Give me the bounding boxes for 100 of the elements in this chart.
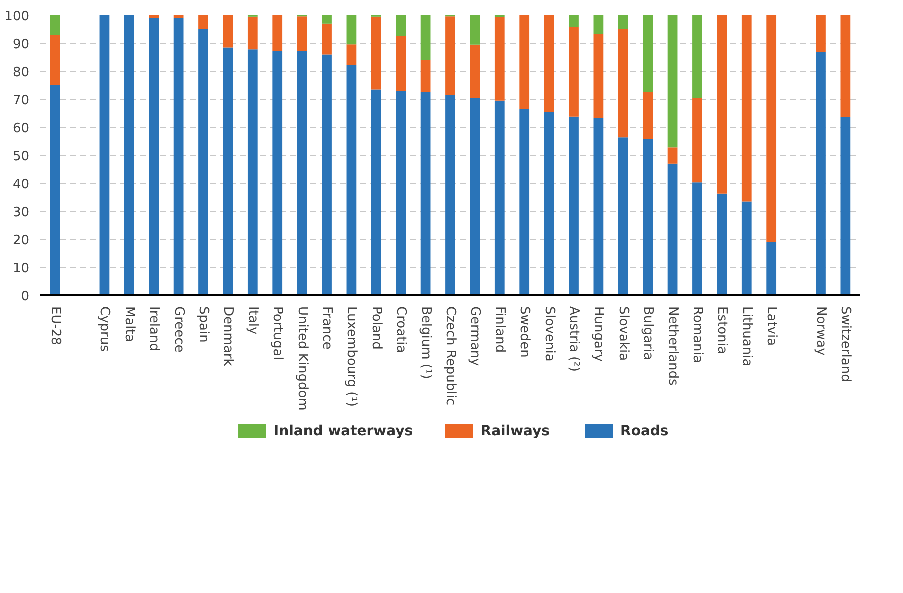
x-tick-label: EU-28 bbox=[48, 306, 63, 346]
bar bbox=[544, 16, 554, 112]
bar bbox=[371, 16, 382, 90]
bar bbox=[470, 44, 480, 98]
bar bbox=[717, 16, 728, 194]
x-tick-label: Belgium (¹) bbox=[418, 306, 434, 380]
bar bbox=[297, 51, 308, 296]
bar bbox=[717, 194, 728, 296]
bar bbox=[692, 16, 702, 98]
x-tick-label: Croatia bbox=[394, 306, 409, 354]
bar bbox=[594, 118, 604, 296]
bar bbox=[594, 34, 604, 118]
x-tick-label: Slovenia bbox=[542, 306, 557, 362]
bar bbox=[494, 100, 505, 296]
y-tick-label: 10 bbox=[12, 262, 30, 276]
bar bbox=[149, 18, 160, 296]
bar bbox=[124, 16, 134, 296]
y-tick-label: 70 bbox=[12, 94, 30, 108]
x-tick-label: Germany bbox=[468, 306, 483, 367]
y-tick-label: 0 bbox=[21, 290, 30, 304]
x-tick-label: Sweden bbox=[517, 306, 532, 358]
bar bbox=[50, 16, 60, 36]
x-tick-label: Luxembourg (¹) bbox=[344, 306, 360, 408]
x-tick-label: Switzerland bbox=[838, 306, 854, 382]
x-tick-label: Czech Republic bbox=[443, 306, 458, 406]
legend-label: Roads bbox=[620, 424, 669, 440]
bar bbox=[420, 92, 431, 296]
bar bbox=[446, 95, 456, 296]
bar bbox=[520, 16, 530, 110]
x-tick-label: Latvia bbox=[764, 306, 780, 346]
x-tick-label: Portugal bbox=[270, 306, 286, 360]
bar bbox=[396, 36, 406, 92]
bar bbox=[100, 16, 110, 296]
x-tick-label: Netherlands bbox=[665, 306, 680, 386]
bar bbox=[420, 16, 431, 60]
x-tick-label: France bbox=[320, 306, 335, 350]
bar bbox=[297, 16, 308, 52]
bar bbox=[198, 30, 208, 296]
bar bbox=[840, 117, 851, 296]
x-tick-label: Spain bbox=[196, 306, 212, 343]
bar bbox=[643, 138, 654, 296]
x-tick-label: Ireland bbox=[146, 306, 162, 352]
x-tick-label: Greece bbox=[171, 306, 186, 353]
x-tick-label: Italy bbox=[245, 306, 260, 336]
bar bbox=[544, 112, 554, 296]
bar bbox=[668, 148, 678, 164]
x-tick-label: Hungary bbox=[591, 306, 606, 362]
bar bbox=[470, 16, 480, 45]
y-tick-label: 20 bbox=[12, 234, 30, 248]
x-tick-label: United Kingdom bbox=[294, 306, 310, 411]
bar bbox=[643, 16, 654, 92]
bar bbox=[569, 16, 579, 28]
bar bbox=[149, 16, 160, 18]
bar bbox=[420, 60, 431, 92]
x-tick-label: Austria (²) bbox=[566, 306, 582, 372]
bar bbox=[322, 54, 332, 296]
y-tick-label: 90 bbox=[12, 38, 30, 52]
bar bbox=[272, 16, 283, 52]
bar bbox=[816, 52, 826, 296]
bar bbox=[396, 16, 406, 36]
bar bbox=[840, 16, 851, 118]
x-tick-label: Cyprus bbox=[97, 306, 112, 352]
bar bbox=[272, 51, 283, 296]
bar bbox=[248, 50, 258, 296]
bar bbox=[520, 109, 530, 296]
y-tick-label: 100 bbox=[4, 10, 30, 24]
legend-label: Inland waterways bbox=[274, 424, 414, 440]
bar bbox=[643, 92, 654, 139]
bar bbox=[322, 24, 332, 55]
bar bbox=[816, 16, 826, 52]
bar bbox=[569, 27, 579, 117]
y-tick-label: 30 bbox=[12, 206, 30, 220]
bar bbox=[494, 17, 505, 101]
x-tick-label: Poland bbox=[368, 306, 384, 350]
bar bbox=[742, 16, 752, 202]
bar bbox=[396, 91, 406, 296]
bar bbox=[569, 116, 579, 296]
legend-label: Railways bbox=[480, 424, 550, 440]
bar bbox=[248, 16, 258, 50]
x-tick-label: Romania bbox=[690, 306, 705, 364]
bar bbox=[346, 65, 357, 296]
bar bbox=[223, 48, 234, 296]
bar bbox=[692, 98, 702, 183]
bar bbox=[618, 16, 628, 30]
bar bbox=[668, 16, 678, 148]
bar bbox=[322, 16, 332, 24]
bar bbox=[618, 138, 628, 296]
bar bbox=[50, 86, 60, 296]
x-tick-label: Finland bbox=[492, 306, 508, 353]
x-tick-label: Slovakia bbox=[616, 306, 631, 362]
bar bbox=[50, 35, 60, 86]
bar bbox=[470, 98, 480, 296]
bar bbox=[742, 202, 752, 296]
bar bbox=[766, 16, 777, 242]
x-tick-label: Denmark bbox=[220, 306, 236, 367]
x-tick-label: Bulgaria bbox=[640, 306, 656, 360]
x-tick-label: Malta bbox=[122, 306, 137, 342]
x-tick-label: Estonia bbox=[714, 306, 730, 354]
bar bbox=[618, 29, 628, 138]
bar bbox=[346, 16, 357, 45]
